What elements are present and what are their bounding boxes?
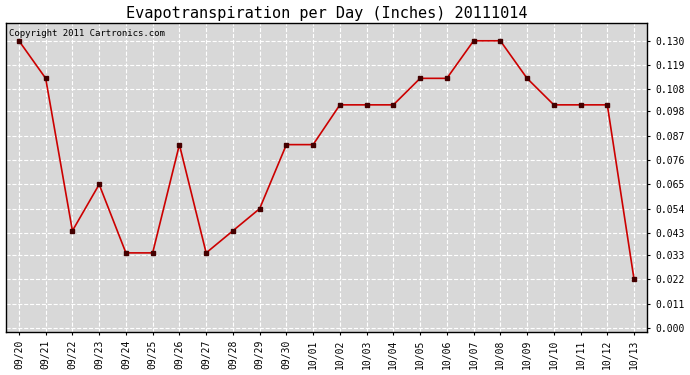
- Text: Copyright 2011 Cartronics.com: Copyright 2011 Cartronics.com: [9, 29, 165, 38]
- Title: Evapotranspiration per Day (Inches) 20111014: Evapotranspiration per Day (Inches) 2011…: [126, 6, 527, 21]
